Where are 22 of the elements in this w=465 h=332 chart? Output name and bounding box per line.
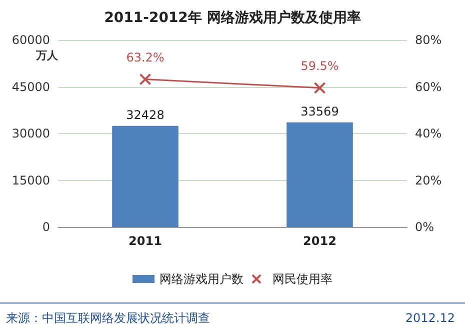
y-tick-label: 15000 bbox=[12, 173, 50, 188]
y2-tick-label: 60% bbox=[415, 80, 442, 94]
y-tick-label: 30000 bbox=[12, 126, 50, 140]
chart-title: 2011-2012年 网络游戏用户数及使用率 bbox=[104, 9, 361, 26]
text: 2012.12 bbox=[405, 311, 455, 325]
y2-tick-label: 40% bbox=[415, 126, 442, 140]
data-label: 59.5% bbox=[300, 58, 339, 73]
y2-tick-label: 80% bbox=[415, 33, 442, 47]
y-tick-label: 60000 bbox=[12, 33, 50, 47]
legend-label: 网络游戏用户数 bbox=[160, 272, 244, 286]
data-label: 63.2% bbox=[126, 50, 164, 64]
y2-tick-label: 0% bbox=[415, 220, 434, 234]
source-note: 来源：中国互联网络发展状况统计调查 bbox=[6, 311, 210, 325]
y-axis-title: 万人 bbox=[35, 49, 59, 62]
y-tick-label: 0 bbox=[42, 220, 50, 234]
x-tick-label: 2011 bbox=[128, 234, 162, 248]
data-label: 33569 bbox=[300, 104, 339, 118]
x-tick-label: 2012 bbox=[303, 234, 336, 248]
data-label: 32428 bbox=[126, 108, 164, 122]
y-tick-label: 45000 bbox=[12, 80, 50, 94]
legend-label: 网民使用率 bbox=[272, 272, 332, 286]
y2-tick-label: 20% bbox=[415, 173, 442, 188]
